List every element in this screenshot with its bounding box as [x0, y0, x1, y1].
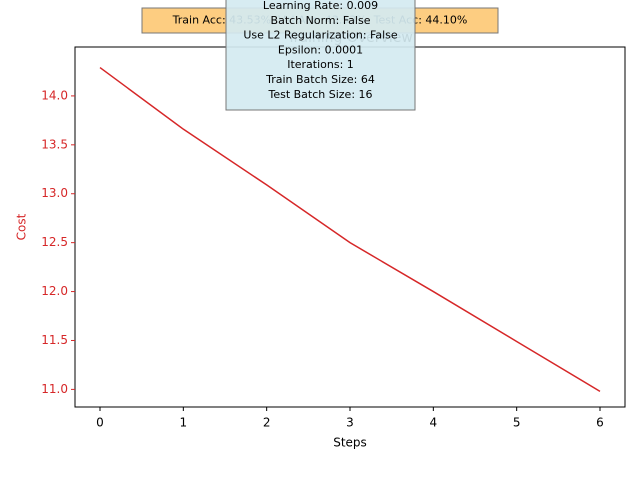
settings-line: Batch Norm: False	[271, 14, 371, 27]
y-tick-label: 11.5	[41, 333, 68, 347]
y-tick-label: 12.0	[41, 284, 68, 298]
settings-line: Epsilon: 0.0001	[278, 43, 363, 56]
x-tick-label: 2	[263, 416, 271, 430]
settings-line: Train Batch Size: 64	[265, 73, 375, 86]
y-axis-label: Cost	[15, 213, 29, 240]
y-tick-label: 14.0	[41, 88, 68, 102]
y-tick-label: 12.5	[41, 235, 68, 249]
x-tick-label: 1	[180, 416, 188, 430]
x-tick-label: 5	[513, 416, 521, 430]
y-tick-label: 11.0	[41, 382, 68, 396]
settings-line: Use L2 Regularization: False	[243, 29, 398, 42]
x-tick-label: 6	[596, 416, 604, 430]
y-tick-label: 13.0	[41, 186, 68, 200]
line	[99, 66, 601, 392]
settings-line: Test Batch Size: 16	[267, 88, 372, 101]
settings-line: Iterations: 1	[287, 58, 354, 71]
x-axis-label: Steps	[333, 436, 367, 450]
y-tick-label: 13.5	[41, 137, 68, 151]
settings-box	[225, 0, 416, 111]
x-tick-label: 4	[430, 416, 438, 430]
settings-line: Learning Rate: 0.009	[263, 0, 378, 12]
x-tick-label: 0	[96, 416, 104, 430]
x-tick-label: 3	[346, 416, 354, 430]
